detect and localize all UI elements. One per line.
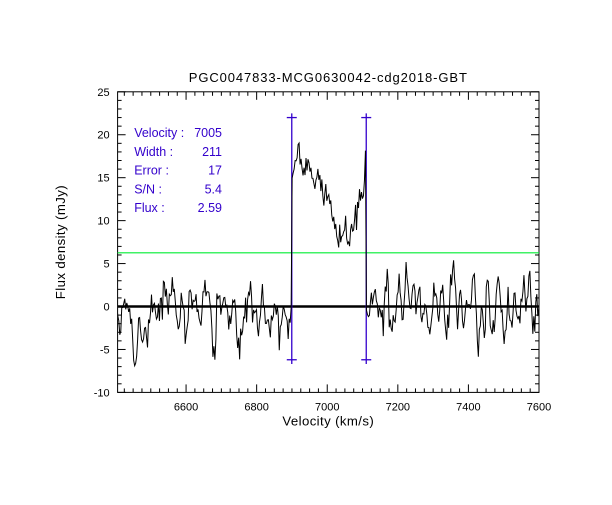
svg-text:Flux density (mJy): Flux density (mJy) (53, 185, 68, 299)
svg-text:17: 17 (208, 164, 222, 178)
svg-text:Velocity :: Velocity : (134, 126, 184, 140)
svg-text:6600: 6600 (174, 401, 198, 413)
svg-text:0: 0 (103, 302, 109, 314)
svg-text:Width :: Width : (134, 145, 173, 159)
svg-text:S/N :: S/N : (134, 182, 162, 196)
svg-text:25: 25 (97, 87, 109, 99)
svg-text:Error :: Error : (134, 164, 169, 178)
svg-text:6800: 6800 (244, 401, 268, 413)
svg-text:20: 20 (97, 130, 109, 142)
svg-text:7600: 7600 (527, 401, 551, 413)
svg-text:10: 10 (97, 216, 109, 228)
svg-text:7005: 7005 (194, 126, 222, 140)
svg-text:Flux :: Flux : (134, 201, 165, 215)
svg-text:PGC0047833-MCG0630042-cdg2018-: PGC0047833-MCG0630042-cdg2018-GBT (189, 70, 468, 85)
svg-text:5.4: 5.4 (205, 182, 222, 196)
svg-text:7200: 7200 (386, 401, 410, 413)
svg-text:-10: -10 (94, 387, 110, 399)
svg-text:5: 5 (103, 259, 109, 271)
svg-text:15: 15 (97, 173, 109, 185)
svg-text:-5: -5 (100, 344, 110, 356)
svg-text:Velocity (km/s): Velocity (km/s) (282, 414, 374, 429)
svg-text:211: 211 (202, 145, 222, 159)
svg-text:7400: 7400 (456, 401, 480, 413)
svg-text:7000: 7000 (315, 401, 339, 413)
svg-text:2.59: 2.59 (198, 201, 222, 215)
